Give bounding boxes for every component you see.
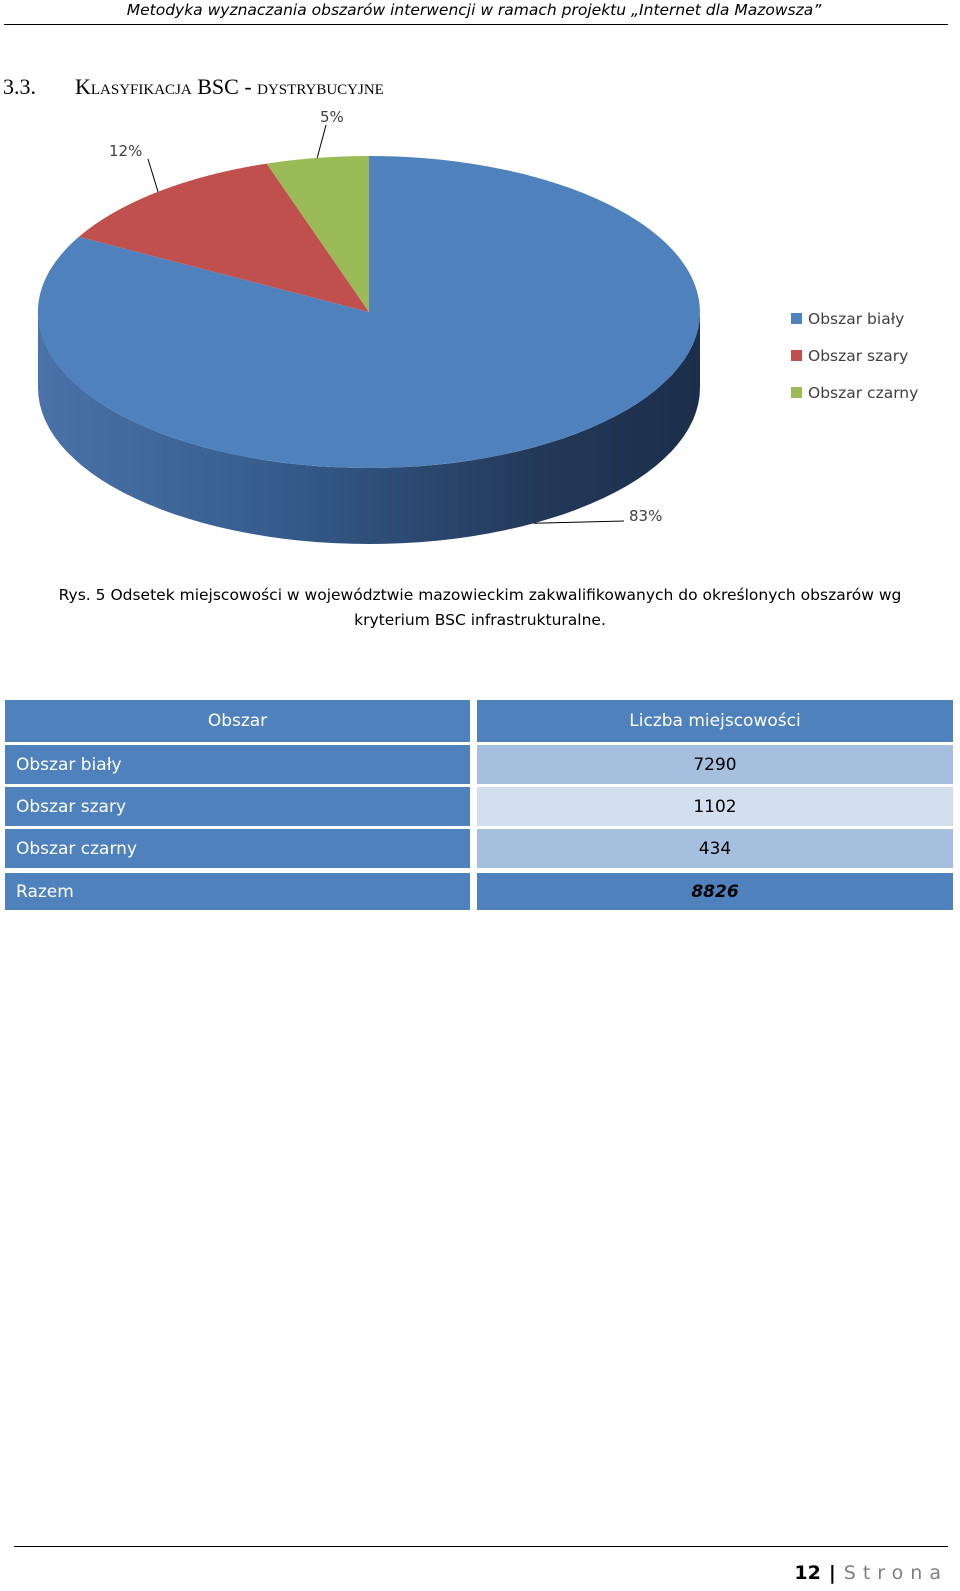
total-count: 8826 xyxy=(477,868,953,910)
legend-swatch xyxy=(791,350,802,361)
total-label: Razem xyxy=(5,868,477,910)
data-label: 5% xyxy=(320,108,344,126)
pie-slice-white-area xyxy=(37,156,700,468)
row-count: 434 xyxy=(477,826,953,868)
table-row: Obszar biały 7290 xyxy=(5,742,953,784)
section-heading: 3.3. Klasyfikacja BSC - dystrybucyjne xyxy=(3,74,384,100)
caption-line-2: kryterium BSC infrastrukturalne. xyxy=(354,611,606,629)
pie-slice-black-area xyxy=(266,155,369,312)
figure-caption: Rys. 5 Odsetek miejscowości w województw… xyxy=(10,583,950,633)
row-area: Obszar czarny xyxy=(5,826,477,868)
leader-line xyxy=(147,158,159,192)
legend-entry: Obszar szary xyxy=(808,347,908,365)
page-footer: 12 | Strona xyxy=(794,1560,948,1586)
legend-entry: Obszar biały xyxy=(808,310,904,328)
leader-line xyxy=(316,124,327,159)
table-row: Obszar szary 1102 xyxy=(5,784,953,826)
leader-line xyxy=(533,520,625,524)
data-label: 83% xyxy=(629,507,662,525)
column-header-area: Obszar xyxy=(5,700,477,742)
caption-line-1: Rys. 5 Odsetek miejscowości w województw… xyxy=(58,586,902,604)
page-word: Strona xyxy=(843,1562,948,1584)
table-row: Obszar czarny 434 xyxy=(5,826,953,868)
table-header-row: Obszar Liczba miejscowości xyxy=(5,700,953,742)
column-header-count: Liczba miejscowości xyxy=(477,700,953,742)
pie-slice-grey-area xyxy=(78,163,370,312)
running-header: Metodyka wyznaczania obszarów interwencj… xyxy=(126,1,822,19)
page-number: 12 xyxy=(794,1562,821,1584)
chart-legend: Obszar biały Obszar szary Obszar czarny xyxy=(791,310,918,402)
section-number: 3.3. xyxy=(3,74,36,99)
header-rule xyxy=(4,24,948,25)
section-title: Klasyfikacja BSC - dystrybucyjne xyxy=(75,74,384,99)
data-label: 12% xyxy=(109,142,142,160)
row-area: Obszar szary xyxy=(5,784,477,826)
pie-side-wall xyxy=(38,312,700,544)
row-count: 7290 xyxy=(477,742,953,784)
legend-swatch xyxy=(791,313,802,324)
row-count: 1102 xyxy=(477,784,953,826)
data-table: Obszar Liczba miejscowości Obszar biały … xyxy=(5,700,953,910)
pie-group: 83% 12% 5% xyxy=(37,108,700,544)
legend-swatch xyxy=(791,387,802,398)
row-area: Obszar biały xyxy=(5,742,477,784)
footer-separator: | xyxy=(828,1562,836,1584)
table-total-row: Razem 8826 xyxy=(5,868,953,910)
legend-entry: Obszar czarny xyxy=(808,384,918,402)
footer-rule xyxy=(14,1546,948,1547)
